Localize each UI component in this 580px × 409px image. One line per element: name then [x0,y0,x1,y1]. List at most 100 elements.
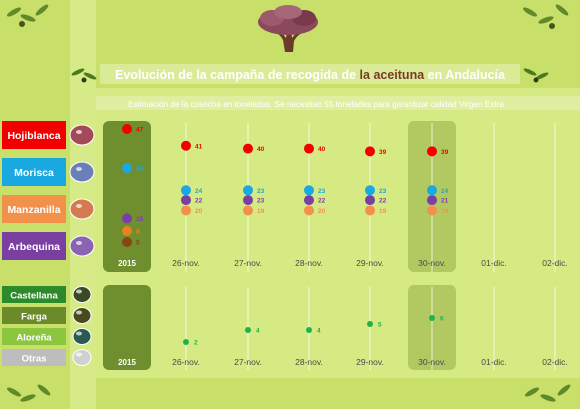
upper-data-label: 21 [441,198,449,205]
olive-highlight [76,167,82,171]
upper-tick-label: 30-nov. [418,258,446,268]
lower-tick-label: 29-nov. [356,357,384,367]
upper-data-label: 33 [136,166,144,173]
legend-item-castellana: Castellana [2,286,92,303]
olive-icon [72,349,92,366]
legend-item-manzanilla: Manzanilla [2,195,95,223]
upper-data-label: 19 [257,208,265,215]
upper-point-morisca [304,185,314,196]
upper-highlight-column [103,121,151,272]
upper-tick-label: 28-nov. [295,258,323,268]
title-prefix: Evolución de la campaña de recogida de [115,68,360,82]
subtitle-bar [96,96,580,110]
upper-point-series [122,237,132,247]
upper-data-label: 5 [136,240,140,247]
olive-icon [69,235,95,257]
upper-data-label: 22 [318,198,326,205]
upper-point-hojiblanca [122,124,132,134]
lower-tick-label: 28-nov. [295,357,323,367]
upper-data-label: 41 [195,143,203,150]
lower-data-label: 4 [256,328,260,335]
lower-chart: 2015 26-nov. 27-nov. 28-nov. 29-nov. 30-nov. 0… [103,285,568,370]
olive-highlight [76,310,82,315]
upper-point-arbequina [243,195,253,206]
upper-data-label: 39 [379,149,387,156]
legend-swatch [2,158,66,186]
olive-icon [69,161,95,183]
upper-point-manzanilla [365,205,375,216]
lower-tick-label: 26-nov. [172,357,200,367]
upper-point-hojiblanca [365,146,375,157]
upper-data-label: 24 [195,188,203,195]
lower-data-label: 4 [317,328,321,335]
upper-tick-label: 27-nov. [234,258,262,268]
upper-point-hojiblanca [304,143,314,154]
upper-point-morisca [365,185,375,196]
legend-item-farga: Farga [2,307,92,324]
upper-point-hojiblanca [181,140,191,151]
legend-label: Castellana [10,291,58,302]
upper-data-label: 24 [441,188,449,195]
lower-point-series [429,315,435,321]
upper-tick-label: 01-dic. [481,258,507,268]
legend-swatch [2,307,66,324]
lower-highlight-column [103,285,151,370]
olive-branch-icon [6,384,51,402]
title-suffix: en Andalucía [424,68,506,82]
upper-data-label: 19 [441,208,449,215]
upper-point-morisca [243,185,253,196]
upper-point-arbequina [122,213,132,224]
upper-data-label: 15 [136,216,144,223]
upper-data-label: 22 [195,198,203,205]
upper-point-manzanilla [243,205,253,216]
legend-label: Aloreña [16,333,52,344]
legend-swatch [2,195,66,223]
legend-label: Manzanilla [7,204,60,216]
upper-tick-label: 02-dic. [542,258,568,268]
olive-icon [69,124,95,146]
legend-item-otras: Otras [2,349,92,366]
upper-point-manzanilla [181,205,191,216]
legend-label: Otras [22,354,47,365]
olive-tree-icon [258,5,318,52]
olive-icon [69,198,95,220]
legend-item-aloreña: Aloreña [2,328,92,345]
legend-swatch [2,349,66,366]
olive-branch-icon [71,68,97,83]
upper-point-manzanilla [304,205,314,216]
upper-point-arbequina [365,195,375,206]
upper-data-label: 39 [441,149,449,156]
lower-data-label: 5 [378,322,382,329]
lower-tick-label: 27-nov. [234,357,262,367]
legend-label: Morisca [14,167,54,179]
upper-data-label: 23 [318,188,326,195]
olive-branch-icon [6,4,49,27]
lower-point-series [367,321,373,327]
legend-item-arbequina: Arbequina [2,232,95,260]
olive-highlight [76,289,82,294]
olive-highlight [76,204,82,208]
upper-point-arbequina [427,195,437,206]
legend-item-morisca: Morisca [2,158,95,186]
subtitle: Estimación de la cosecha en toneladas. S… [128,100,504,109]
upper-data-label: 23 [257,198,265,205]
legend-label: Arbequina [8,241,60,253]
olive-highlight [76,352,82,357]
title-bar [100,64,520,84]
olive-highlight [76,241,82,245]
upper-data-label: 19 [379,208,387,215]
legend-label: Hojiblanca [7,130,60,142]
olive-branch-icon [524,384,571,402]
upper-data-label: 23 [257,188,265,195]
upper-point-hojiblanca [243,143,253,154]
olive-highlight [76,130,82,134]
page-title: Evolución de la campaña de recogida de l… [115,68,506,82]
olive-icon [72,286,92,303]
upper-data-label: 20 [195,208,203,215]
legend-item-hojiblanca: Hojiblanca [2,121,95,149]
legend-swatch [2,232,66,260]
upper-chart: 2015 26-nov. 27-nov. 28-nov. 29-nov. 30-nov. 0… [103,121,568,272]
olive-branch-icon [522,4,569,29]
lower-data-label: 6 [440,316,444,323]
